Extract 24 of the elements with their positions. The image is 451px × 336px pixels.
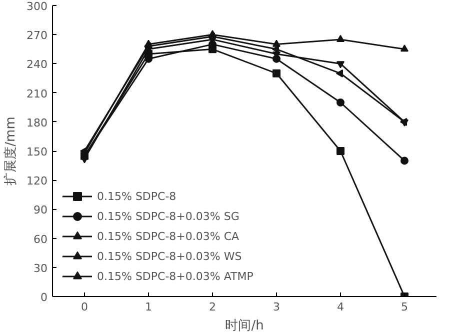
legend-label: 0.15% SDPC-8+0.03% CA bbox=[97, 229, 240, 243]
legend-label: 0.15% SDPC-8+0.03% ATMP bbox=[97, 269, 254, 283]
x-tick-label: 4 bbox=[337, 300, 344, 314]
legend-label: 0.15% SDPC-8+0.03% SG bbox=[97, 209, 240, 223]
x-tick-label: 0 bbox=[81, 300, 88, 314]
y-tick-label: 180 bbox=[26, 116, 48, 130]
y-tick-label: 60 bbox=[34, 232, 48, 246]
y-tick-label: 240 bbox=[26, 58, 48, 72]
legend-label: 0.15% SDPC-8+0.03% WS bbox=[97, 249, 242, 263]
y-tick-label: 120 bbox=[26, 174, 48, 188]
y-tick-label: 30 bbox=[34, 262, 48, 275]
x-tick-label: 5 bbox=[401, 300, 408, 314]
x-tick-label: 1 bbox=[145, 300, 152, 314]
y-tick-label: 210 bbox=[26, 87, 48, 100]
y-tick-label: 270 bbox=[26, 29, 48, 42]
legend-label: 0.15% SDPC-8 bbox=[97, 189, 176, 203]
y-tick-label: 0 bbox=[40, 291, 48, 304]
x-tick-label: 2 bbox=[209, 300, 216, 314]
x-tick-label: 3 bbox=[273, 300, 280, 314]
y-tick-label: 300 bbox=[26, 0, 48, 13]
x-axis-title: 时间/h bbox=[225, 318, 264, 334]
y-tick-label: 90 bbox=[34, 204, 48, 217]
y-axis-title: 扩展度/mm bbox=[2, 116, 19, 186]
y-tick-label: 150 bbox=[26, 146, 48, 158]
